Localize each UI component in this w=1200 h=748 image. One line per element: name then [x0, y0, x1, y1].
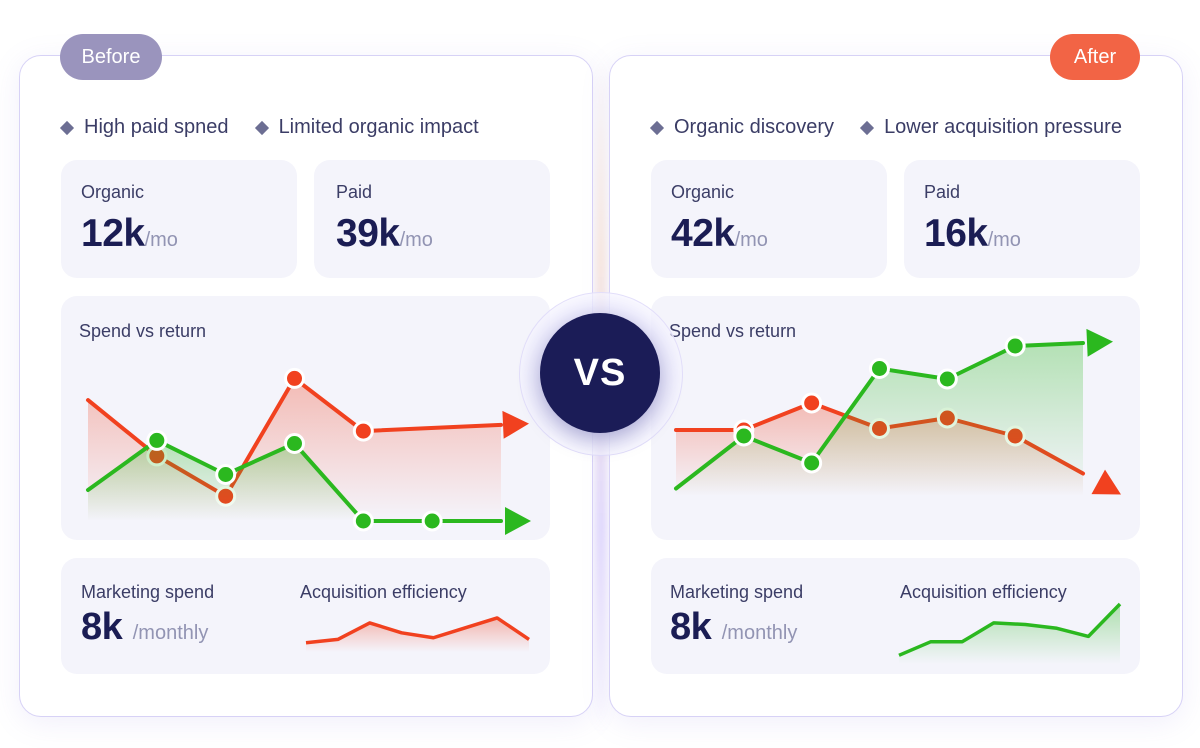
stat-number: 12k — [81, 212, 145, 255]
spend-return-card: Spend vs return — [651, 296, 1140, 540]
marketing-value: 8k /monthly — [670, 606, 797, 649]
stat-number: 16k — [924, 212, 988, 255]
stat-value: 12k/mo — [81, 212, 178, 256]
bullet-text: High paid spned — [84, 116, 229, 138]
bullet-item: Organic discovery — [649, 116, 835, 139]
stat-value: 16k/mo — [924, 212, 1021, 256]
stat-unit: /mo — [399, 229, 433, 251]
data-point — [284, 367, 305, 389]
efficiency-label: Acquisition efficiency — [300, 582, 467, 602]
efficiency-label: Acquisition efficiency — [900, 582, 1067, 602]
before-bullets: High paid spned Limited organic impact — [59, 116, 479, 139]
data-point — [1004, 335, 1026, 357]
data-point — [352, 510, 374, 532]
organic-stat-card: Organic 12k/mo — [61, 160, 297, 278]
data-point — [215, 464, 237, 485]
before-panel: High paid spned Limited organic impact O… — [19, 55, 593, 717]
data-point — [801, 452, 823, 474]
bullet-text: Organic discovery — [674, 116, 835, 138]
diamond-icon — [254, 120, 269, 135]
efficiency-area — [899, 604, 1120, 664]
stat-number: 42k — [671, 212, 735, 255]
bullet-text: Lower acquisition pressure — [884, 116, 1122, 138]
stat-value: 42k/mo — [671, 212, 768, 256]
after-tag: After — [1050, 34, 1140, 80]
data-point — [284, 433, 305, 454]
bullet-item: Lower acquisition pressure — [859, 116, 1122, 139]
stat-label: Organic — [81, 182, 145, 202]
diamond-icon — [59, 120, 75, 135]
chart-title: Spend vs return — [669, 321, 797, 341]
spend-return-chart — [86, 367, 531, 535]
data-point — [936, 368, 958, 390]
marketing-label: Marketing spend — [670, 582, 804, 602]
marketing-number: 8k — [670, 606, 712, 648]
diamond-icon — [649, 120, 665, 135]
stat-label: Organic — [671, 182, 735, 202]
series-area — [676, 343, 1083, 496]
bullet-item: Limited organic impact — [254, 116, 479, 139]
data-point — [733, 425, 755, 447]
organic-stat-card: Organic 42k/mo — [651, 160, 887, 278]
marketing-card: Marketing spend 8k /monthly Acquisition … — [61, 558, 550, 674]
paid-stat-card: Paid 16k/mo — [904, 160, 1140, 278]
arrow-head — [1091, 469, 1121, 495]
marketing-number: 8k — [81, 606, 123, 648]
spend-return-card: Spend vs return — [61, 296, 550, 540]
data-point — [146, 429, 168, 451]
data-point — [869, 358, 890, 379]
marketing-value: 8k /monthly — [81, 606, 208, 649]
efficiency-chart — [898, 602, 1122, 664]
after-bullets: Organic discovery Lower acquisition pres… — [649, 116, 1122, 139]
data-point — [352, 420, 374, 442]
vs-badge: VS — [540, 313, 660, 433]
paid-stat-card: Paid 39k/mo — [314, 160, 550, 278]
chart-title: Spend vs return — [79, 321, 207, 341]
data-point — [421, 510, 443, 532]
diamond-icon — [859, 120, 875, 135]
bullet-text: Limited organic impact — [278, 116, 479, 138]
arrow-head — [502, 410, 529, 439]
efficiency-chart — [305, 616, 530, 652]
stat-label: Paid — [336, 182, 373, 202]
stat-value: 39k/mo — [336, 212, 433, 256]
efficiency-line — [305, 616, 530, 645]
marketing-card: Marketing spend 8k /monthly Acquisition … — [651, 558, 1140, 674]
arrow-head — [505, 507, 531, 535]
stat-unit: /mo — [144, 229, 178, 251]
efficiency-line — [898, 602, 1122, 657]
data-point — [801, 392, 823, 414]
spend-return-chart — [674, 328, 1121, 496]
bullet-item: High paid spned — [59, 116, 229, 139]
stat-unit: /mo — [734, 229, 768, 251]
after-panel: Organic discovery Lower acquisition pres… — [609, 55, 1183, 717]
series-area — [88, 440, 501, 521]
before-tag: Before — [60, 34, 162, 80]
marketing-unit: /monthly — [721, 622, 798, 644]
stat-unit: /mo — [987, 229, 1021, 251]
stat-number: 39k — [336, 212, 400, 255]
marketing-label: Marketing spend — [81, 582, 215, 602]
marketing-unit: /monthly — [132, 622, 209, 644]
arrow-head — [1086, 328, 1113, 357]
stat-label: Paid — [924, 182, 961, 202]
